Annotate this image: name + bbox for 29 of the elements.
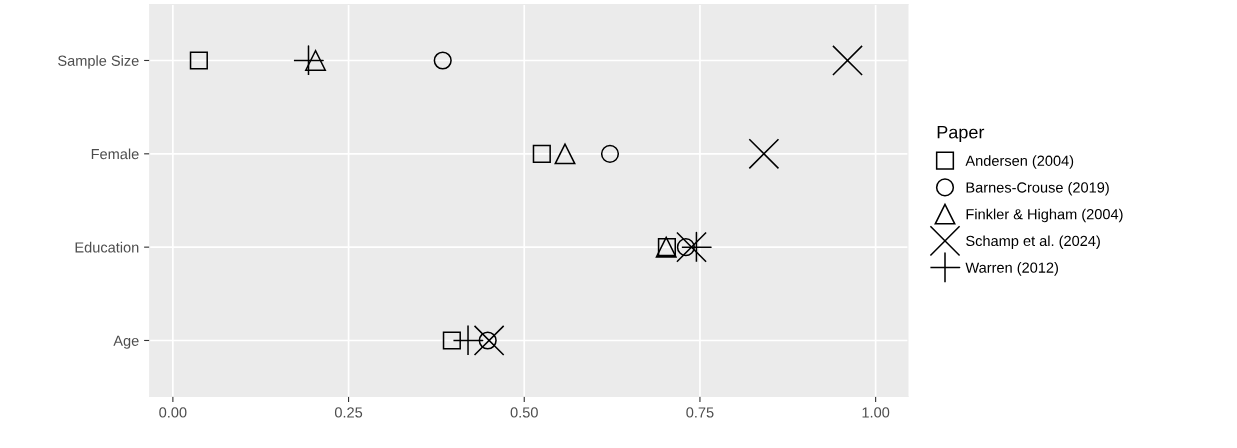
point [748,138,780,170]
x-tick-label: 0.00 [159,407,187,418]
legend-title: Paper [937,125,985,143]
y-tick-label: Sample Size [58,55,139,69]
point [478,331,497,350]
legend-label: Andersen (2004) [965,155,1074,169]
point [452,325,484,356]
legend-label: Warren (2012) [965,262,1058,276]
legend-label: Barnes-Crouse (2019) [966,181,1109,196]
point [442,331,461,350]
point [305,49,327,71]
y-tick-label: Female [91,148,139,160]
point [600,144,620,163]
y-tick-label: Education [75,241,139,253]
point [293,45,324,76]
point [189,51,208,70]
y-tick-label: Age [113,335,139,349]
point [433,51,452,70]
x-tick-label: 0.75 [686,407,714,418]
point [832,45,863,76]
point [532,144,551,163]
point [554,143,576,165]
legend-label: Schamp et al. (2024) [966,235,1100,249]
x-tick-label: 0.50 [510,407,538,418]
x-tick-label: 1.00 [862,407,890,418]
x-tick-label: 0.25 [334,407,363,418]
legend-label: Finkler & Higham (2004) [966,208,1123,223]
point [473,325,505,356]
point [676,238,695,257]
